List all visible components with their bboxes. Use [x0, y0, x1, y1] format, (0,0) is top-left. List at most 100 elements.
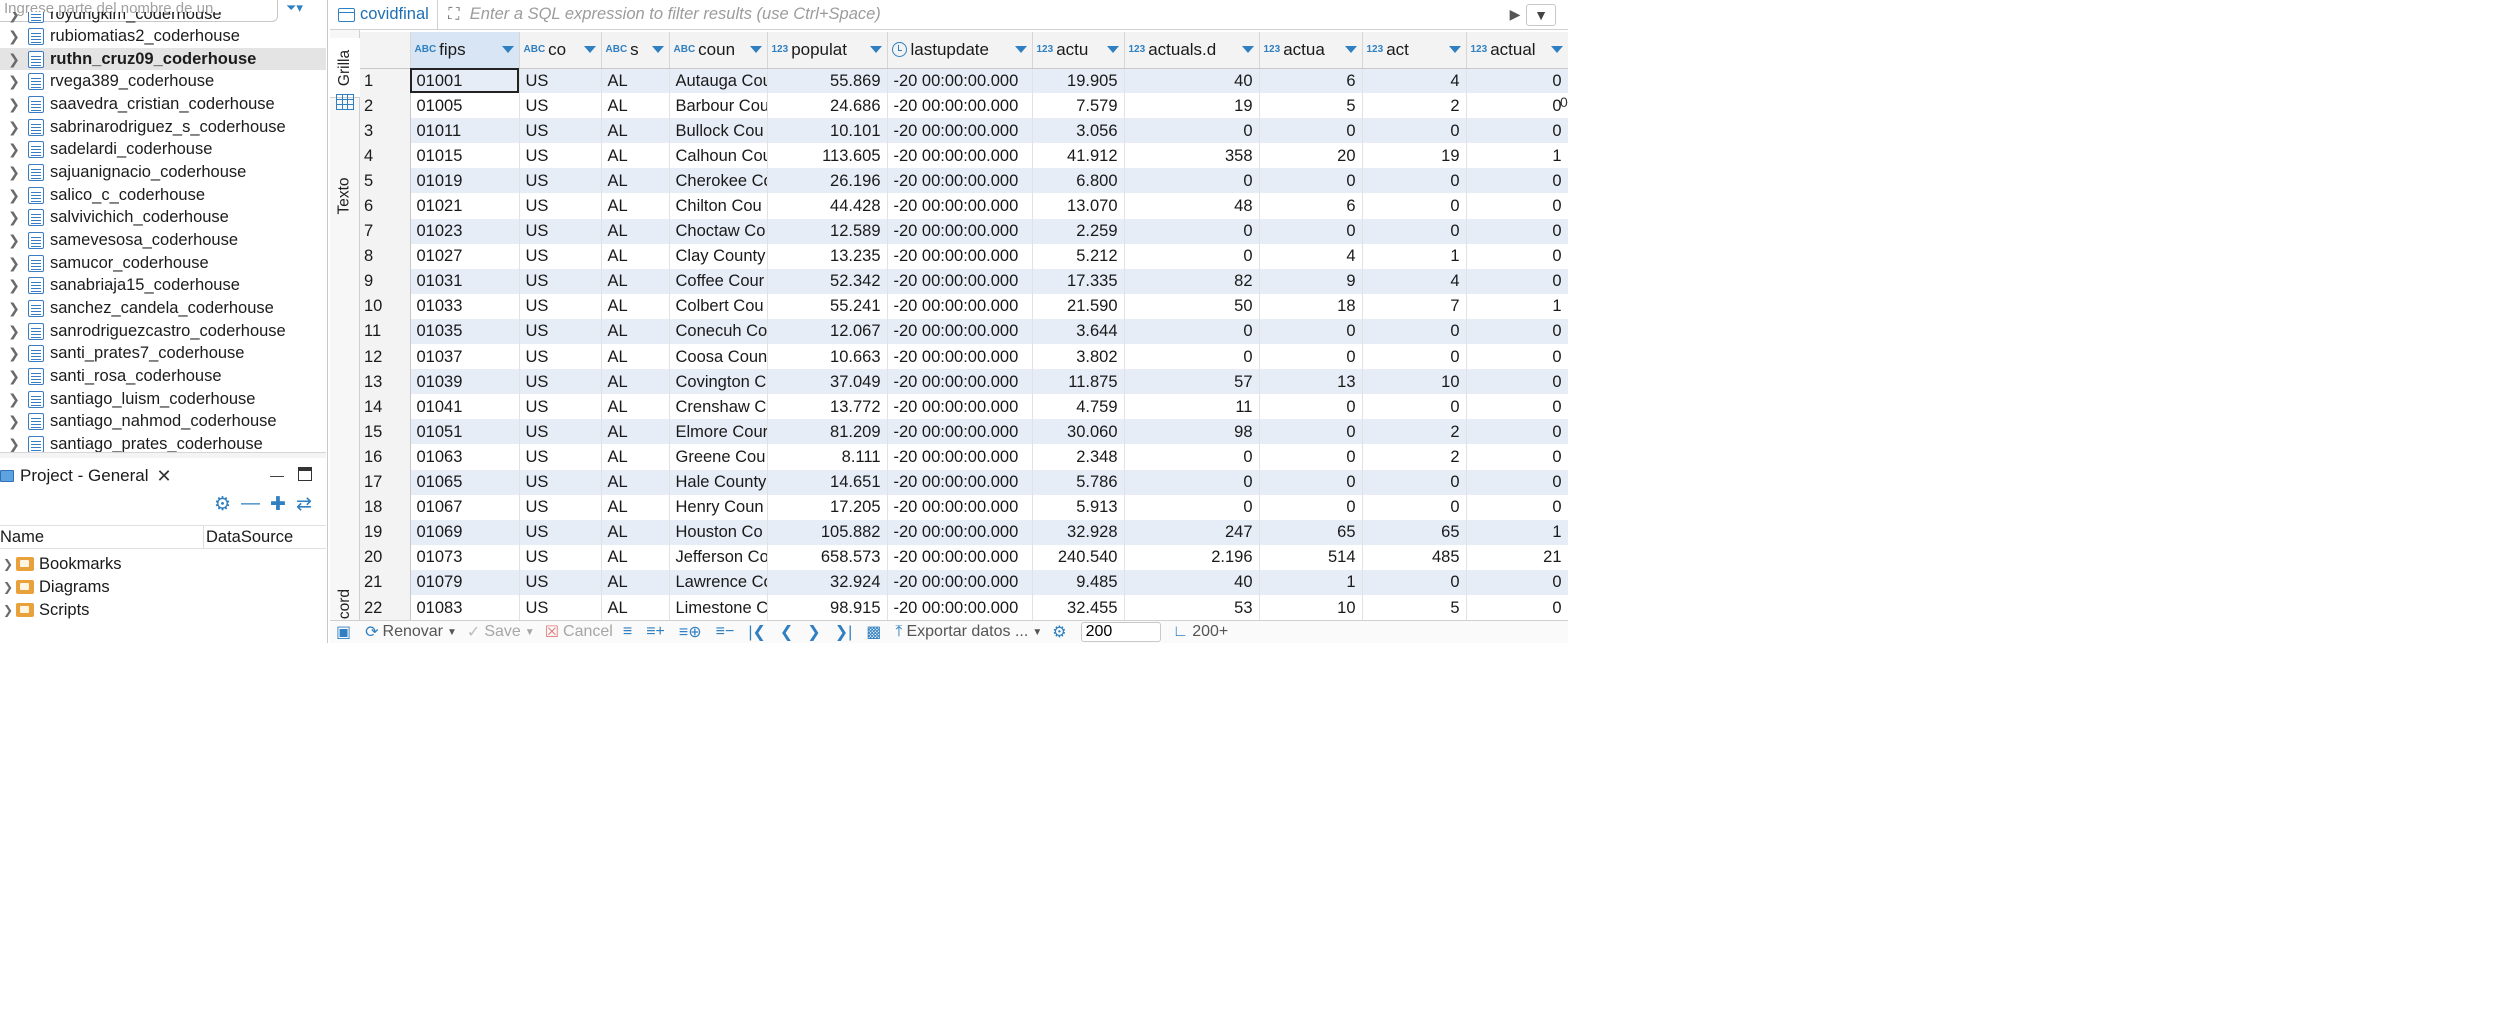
- chevron-right-icon[interactable]: ❯: [8, 435, 20, 452]
- chevron-right-icon[interactable]: ❯: [2, 603, 14, 617]
- table-cell[interactable]: -20 00:00:00.000: [887, 68, 1033, 94]
- table-cell[interactable]: US: [519, 218, 602, 244]
- table-cell[interactable]: 0: [1124, 168, 1260, 194]
- table-cell[interactable]: 37.049: [767, 369, 888, 395]
- table-cell[interactable]: Elmore Cour: [669, 419, 768, 445]
- table-row[interactable]: 18 01067 US AL Henry Coun 17.205 -20 00:00:00.…: [360, 494, 1568, 520]
- sort-arrow-icon[interactable]: [1106, 46, 1119, 53]
- table-cell[interactable]: Lawrence Co: [669, 569, 768, 595]
- table-cell[interactable]: US: [519, 318, 602, 345]
- table-cell[interactable]: US: [519, 444, 602, 470]
- tree-item[interactable]: ❯ saavedra_cristian_coderhouse: [0, 94, 326, 116]
- project-item[interactable]: ❯ Diagrams: [0, 576, 110, 598]
- table-cell[interactable]: Calhoun Cou: [669, 143, 768, 169]
- table-cell[interactable]: 19: [1362, 143, 1467, 169]
- table-cell[interactable]: AL: [601, 369, 670, 395]
- table-cell[interactable]: AL: [601, 118, 670, 144]
- table-cell[interactable]: 0: [1466, 268, 1568, 294]
- chevron-right-icon[interactable]: ❯: [2, 557, 14, 571]
- row-number[interactable]: 18: [360, 494, 411, 520]
- edit-row-icon[interactable]: ≡: [622, 623, 633, 640]
- table-cell[interactable]: Greene Cou: [669, 444, 768, 470]
- table-cell[interactable]: Jefferson Co: [669, 544, 768, 570]
- table-cell[interactable]: AL: [601, 419, 670, 445]
- chevron-right-icon[interactable]: ❯: [8, 28, 20, 45]
- table-cell[interactable]: -20 00:00:00.000: [887, 193, 1033, 219]
- table-cell[interactable]: Houston Co: [669, 519, 768, 545]
- chevron-right-icon[interactable]: ❯: [8, 12, 20, 22]
- table-cell[interactable]: 3.802: [1032, 344, 1125, 370]
- column-header[interactable]: ABC co: [519, 32, 602, 69]
- table-cell[interactable]: 0: [1466, 594, 1568, 621]
- table-cell[interactable]: 4.759: [1032, 394, 1125, 420]
- chevron-right-icon[interactable]: ❯: [8, 96, 20, 113]
- table-cell[interactable]: 55.869: [767, 68, 888, 94]
- table-cell[interactable]: Barbour Cou: [669, 93, 768, 119]
- table-cell[interactable]: 0: [1259, 344, 1363, 370]
- table-cell[interactable]: -20 00:00:00.000: [887, 118, 1033, 144]
- table-cell[interactable]: 01031: [410, 268, 520, 294]
- table-cell[interactable]: 0: [1466, 168, 1568, 194]
- table-cell[interactable]: 0: [1466, 118, 1568, 144]
- table-cell[interactable]: -20 00:00:00.000: [887, 519, 1033, 545]
- table-cell[interactable]: US: [519, 293, 602, 319]
- table-row[interactable]: 8 01027 US AL Clay County 13.235 -20 00:00:00.…: [360, 243, 1568, 269]
- table-row[interactable]: 11 01035 US AL Conecuh Co 12.067 -20 00:00:00.…: [360, 318, 1568, 345]
- table-cell[interactable]: 53: [1124, 594, 1260, 621]
- table-cell[interactable]: 11.875: [1032, 369, 1125, 395]
- prev-page-icon[interactable]: ❮: [779, 624, 794, 641]
- table-row[interactable]: 15 01051 US AL Elmore Cour 81.209 -20 00:00:00…: [360, 419, 1568, 445]
- table-cell[interactable]: 0: [1124, 318, 1260, 345]
- table-cell[interactable]: 1: [1466, 293, 1568, 319]
- table-cell[interactable]: 247: [1124, 519, 1260, 545]
- tab-project-general[interactable]: Project - General ✕: [0, 463, 172, 489]
- table-cell[interactable]: 01069: [410, 519, 520, 545]
- table-row[interactable]: 5 01019 US AL Cherokee Co 26.196 -20 00:00:00.…: [360, 168, 1568, 194]
- first-page-icon[interactable]: |❮: [748, 624, 766, 641]
- table-cell[interactable]: 7.579: [1032, 93, 1125, 119]
- table-cell[interactable]: 01037: [410, 344, 520, 370]
- table-cell[interactable]: 0: [1259, 494, 1363, 520]
- sort-arrow-icon[interactable]: [749, 46, 762, 53]
- table-cell[interactable]: 01067: [410, 494, 520, 520]
- table-cell[interactable]: 0: [1124, 118, 1260, 144]
- grid-icon[interactable]: [330, 90, 360, 114]
- table-cell[interactable]: -20 00:00:00.000: [887, 369, 1033, 395]
- table-cell[interactable]: 01033: [410, 293, 520, 319]
- table-cell[interactable]: 4: [1259, 243, 1363, 269]
- table-cell[interactable]: 40: [1124, 569, 1260, 595]
- table-cell[interactable]: 01065: [410, 469, 520, 495]
- tree-item[interactable]: ❯ sanabriaja15_coderhouse: [0, 275, 326, 297]
- table-cell[interactable]: 52.342: [767, 268, 888, 294]
- table-cell[interactable]: 0: [1259, 419, 1363, 445]
- table-cell[interactable]: AL: [601, 494, 670, 520]
- table-cell[interactable]: 658.573: [767, 544, 888, 570]
- table-cell[interactable]: 0: [1466, 93, 1568, 119]
- column-header[interactable]: ABC coun: [669, 32, 768, 69]
- column-header[interactable]: 123 actu: [1032, 32, 1125, 69]
- tree-item[interactable]: ❯ santiago_nahmod_coderhouse: [0, 411, 326, 433]
- table-cell[interactable]: 98: [1124, 419, 1260, 445]
- table-cell[interactable]: AL: [601, 519, 670, 545]
- table-row[interactable]: 14 01041 US AL Crenshaw C 13.772 -20 00:00:00.…: [360, 394, 1568, 420]
- table-cell[interactable]: Hale County: [669, 469, 768, 495]
- column-header[interactable]: 123 populat: [767, 32, 888, 69]
- table-cell[interactable]: 41.912: [1032, 143, 1125, 169]
- table-cell[interactable]: 01041: [410, 394, 520, 420]
- row-number-header[interactable]: [360, 32, 411, 69]
- table-cell[interactable]: Limestone C: [669, 594, 768, 621]
- table-cell[interactable]: 50: [1124, 293, 1260, 319]
- table-cell[interactable]: 13.772: [767, 394, 888, 420]
- table-cell[interactable]: US: [519, 243, 602, 269]
- table-cell[interactable]: 0: [1466, 444, 1568, 470]
- table-cell[interactable]: Choctaw Co: [669, 218, 768, 244]
- table-cell[interactable]: AL: [601, 93, 670, 119]
- table-cell[interactable]: Clay County: [669, 243, 768, 269]
- row-number[interactable]: 19: [360, 519, 411, 545]
- sort-arrow-icon[interactable]: [1014, 46, 1027, 53]
- table-tab[interactable]: covidfinal: [330, 0, 438, 30]
- table-cell[interactable]: 26.196: [767, 168, 888, 194]
- table-cell[interactable]: 0: [1466, 569, 1568, 595]
- row-number[interactable]: 22: [360, 594, 411, 621]
- add-icon[interactable]: ✚: [270, 494, 286, 515]
